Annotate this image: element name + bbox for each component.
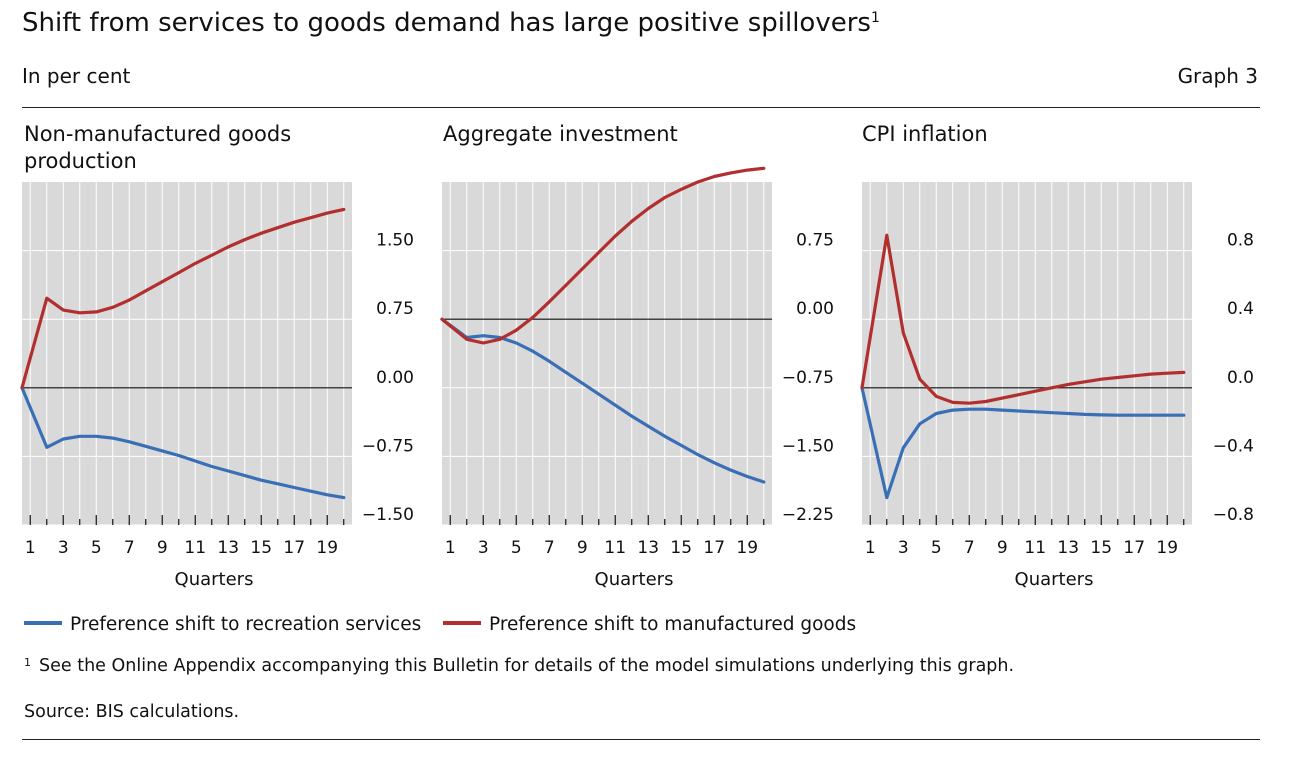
y-tick-label: −2.25 [782, 505, 834, 525]
y-tick-label: −0.75 [362, 436, 414, 456]
x-tick-label: 7 [964, 538, 975, 558]
legend-swatch-red [443, 621, 481, 625]
y-tick-label: −1.50 [782, 436, 834, 456]
x-tick-label: 15 [250, 538, 272, 558]
chart-panel-0: −1.50−0.750.000.751.501 3 5 7 9 11 13 15 17 19Qua… [20, 182, 414, 590]
x-tick-label: 5 [91, 538, 102, 558]
source-note: Source: BIS calculations. [24, 702, 240, 722]
y-tick-label: 0.4 [1227, 299, 1254, 319]
x-tick-label: 1 [25, 538, 36, 558]
series-line-manufactured-goods [860, 233, 1186, 405]
x-tick-label: 19 [736, 538, 758, 558]
y-tick-label: −0.8 [1213, 505, 1254, 525]
plot-area [442, 182, 772, 525]
x-tick-label: 17 [1123, 538, 1145, 558]
series-line-recreation-services [20, 386, 346, 500]
y-tick-label: −1.50 [362, 505, 414, 525]
legend-item-1: Preference shift to manufactured goods [443, 614, 856, 635]
graph-number: Graph 3 [1177, 64, 1258, 88]
x-tick-label: 15 [1090, 538, 1112, 558]
y-tick-label: 1.50 [376, 231, 414, 251]
y-tick-label: 0.0 [1227, 368, 1254, 388]
legend-label-1: Preference shift to manufactured goods [489, 614, 857, 635]
y-tick-label: 0.8 [1227, 231, 1254, 251]
x-tick-label: 19 [1156, 538, 1178, 558]
y-tick-label: 0.75 [796, 231, 834, 251]
x-tick-label: 13 [217, 538, 239, 558]
footnote-text: See the Online Appendix accompanying thi… [39, 656, 1015, 676]
series-line-manufactured-goods [440, 166, 766, 345]
x-tick-label: 13 [1057, 538, 1079, 558]
x-tick-label: 3 [58, 538, 69, 558]
plot-area [22, 182, 352, 525]
y-tick-label: −0.75 [782, 368, 834, 388]
x-tick-label: 9 [577, 538, 588, 558]
legend-swatch-blue [24, 621, 62, 625]
panel-title-2: CPI inflation [862, 122, 988, 146]
x-tick-label: 11 [1024, 538, 1046, 558]
panel-title-1: Aggregate investment [443, 122, 678, 146]
header-rule [22, 107, 1260, 108]
x-tick-label: 9 [997, 538, 1008, 558]
y-tick-label: 0.00 [796, 299, 834, 319]
y-tick-label: 0.00 [376, 368, 414, 388]
chart-title: Shift from services to goods demand has … [22, 8, 880, 38]
footer-rule [22, 739, 1260, 740]
x-tick-label: 1 [865, 538, 876, 558]
x-tick-label: 5 [931, 538, 942, 558]
x-tick-label: 7 [124, 538, 135, 558]
title-footnote-mark: 1 [870, 10, 880, 26]
footnote: 1 See the Online Appendix accompanying th… [24, 656, 1014, 676]
plot-area [862, 182, 1192, 525]
x-tick-label: 7 [544, 538, 555, 558]
x-tick-label: 11 [604, 538, 626, 558]
x-tick-label: 9 [157, 538, 168, 558]
x-axis-label: Quarters [1015, 569, 1094, 590]
x-tick-label: 3 [478, 538, 489, 558]
unit-label: In per cent [22, 64, 131, 88]
series-line-recreation-services [860, 386, 1186, 500]
x-tick-label: 1 [445, 538, 456, 558]
x-tick-label: 17 [703, 538, 725, 558]
panel-title-0: Non-manufactured goods production [24, 122, 292, 173]
footnote-mark: 1 [24, 656, 31, 669]
chart-title-text: Shift from services to goods demand has … [22, 8, 871, 38]
x-tick-label: 3 [898, 538, 909, 558]
x-axis-label: Quarters [595, 569, 674, 590]
x-tick-label: 19 [316, 538, 338, 558]
series-line-manufactured-goods [20, 207, 346, 390]
legend-item-0: Preference shift to recreation services [24, 614, 421, 635]
x-tick-label: 11 [184, 538, 206, 558]
y-tick-label: −0.4 [1213, 436, 1254, 456]
x-tick-label: 13 [637, 538, 659, 558]
x-tick-label: 5 [511, 538, 522, 558]
x-axis-label: Quarters [175, 569, 254, 590]
x-tick-label: 17 [283, 538, 305, 558]
chart-panel-1: −2.25−1.50−0.750.000.751 3 5 7 9 11 13 15 17 19Qu… [440, 166, 834, 590]
legend-label-0: Preference shift to recreation services [70, 614, 422, 635]
y-tick-label: 0.75 [376, 299, 414, 319]
x-tick-label: 15 [670, 538, 692, 558]
